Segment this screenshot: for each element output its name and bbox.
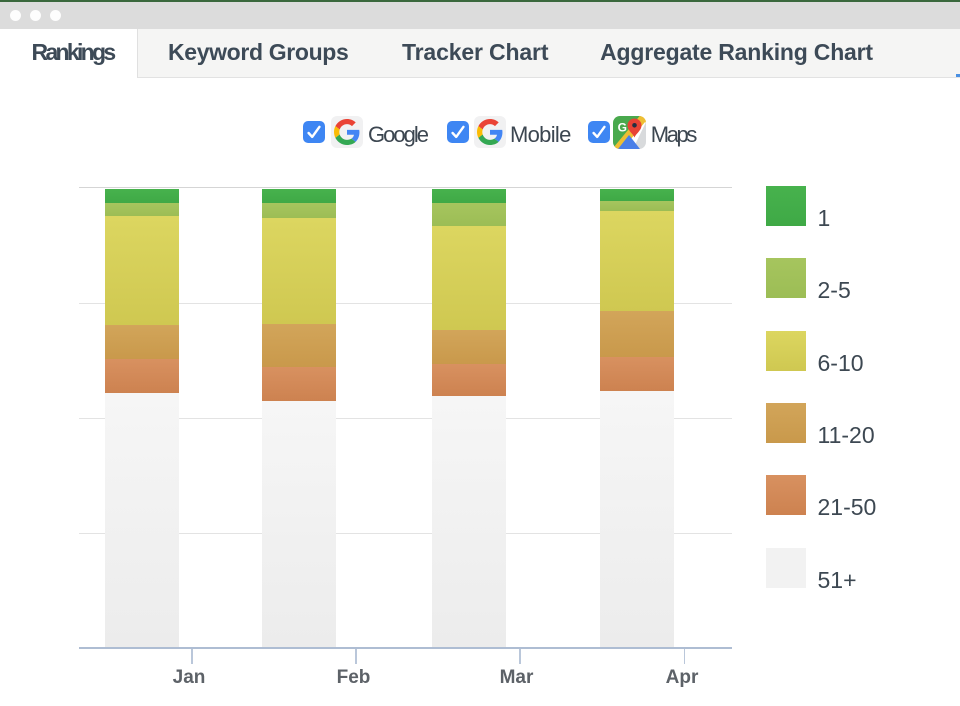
svg-text:G: G [618,121,627,135]
